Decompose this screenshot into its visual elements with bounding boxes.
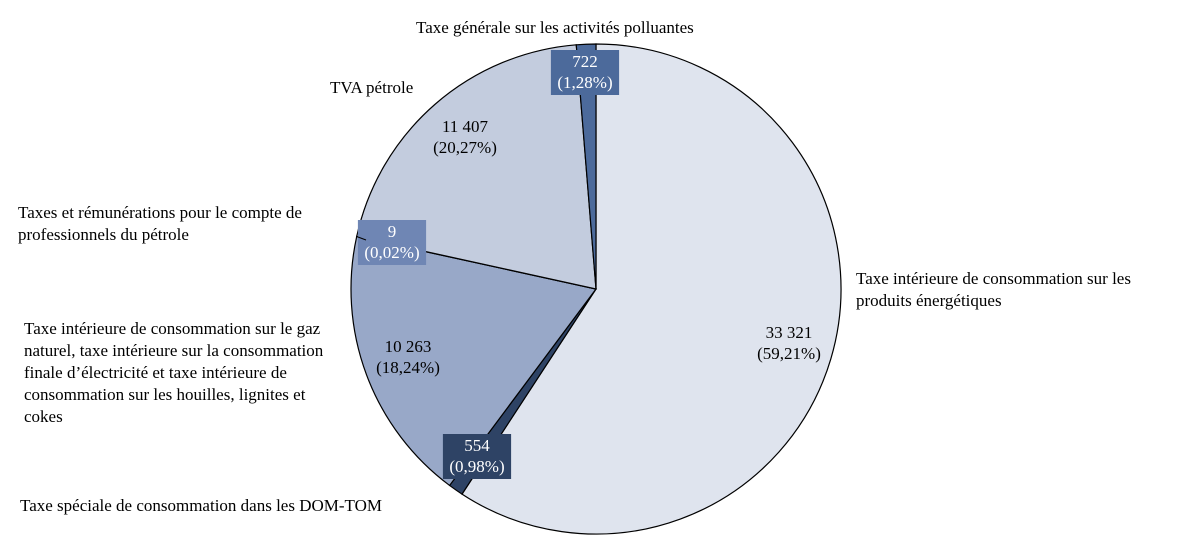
value-label-tgap: 722 (1,28%) xyxy=(550,50,620,95)
value-text: 10 263 xyxy=(385,337,432,356)
value-text: 722 xyxy=(572,52,598,71)
value-label-dom-tom: 554 (0,98%) xyxy=(442,434,512,479)
category-label-professionnels: Taxes et rémunérations pour le compte de… xyxy=(18,203,302,244)
category-label-tva: TVA pétrole xyxy=(330,78,414,97)
value-text: 9 xyxy=(388,222,397,241)
value-label-box xyxy=(442,434,512,479)
value-label-box xyxy=(550,50,620,95)
value-label-tva: 11 407 (20,27%) xyxy=(433,117,497,157)
value-text: 11 407 xyxy=(442,117,489,136)
value-text: 554 xyxy=(464,436,490,455)
pie-slice-gaz-electricite-houilles xyxy=(350,235,598,487)
percent-text: (18,24%) xyxy=(376,358,440,377)
value-label-box xyxy=(357,220,427,265)
value-label-professionnels: 9 (0,02%) xyxy=(357,220,427,265)
category-label-tgap: Taxe générale sur les activités polluant… xyxy=(416,18,694,37)
value-label-ticpe: 33 321 (59,21%) xyxy=(757,323,821,363)
percent-text: (59,21%) xyxy=(757,344,821,363)
category-label-ticpe: Taxe intérieure de consommation sur les … xyxy=(856,269,1131,310)
pie-slice-ticpe xyxy=(461,43,842,535)
percent-text: (20,27%) xyxy=(433,138,497,157)
percent-text: (0,98%) xyxy=(449,457,504,476)
value-label-gaz-electricite-houilles: 10 263 (18,24%) xyxy=(376,337,440,377)
category-label-gaz-electricite-houilles: Taxe intérieure de consommation sur le g… xyxy=(24,319,324,426)
category-label-dom-tom: Taxe spéciale de consommation dans les D… xyxy=(20,496,383,515)
value-text: 33 321 xyxy=(766,323,813,342)
pie-slice-tgap xyxy=(575,43,597,290)
percent-text: (1,28%) xyxy=(557,73,612,92)
leader-line-professionnels xyxy=(357,236,367,241)
percent-text: (0,02%) xyxy=(364,243,419,262)
